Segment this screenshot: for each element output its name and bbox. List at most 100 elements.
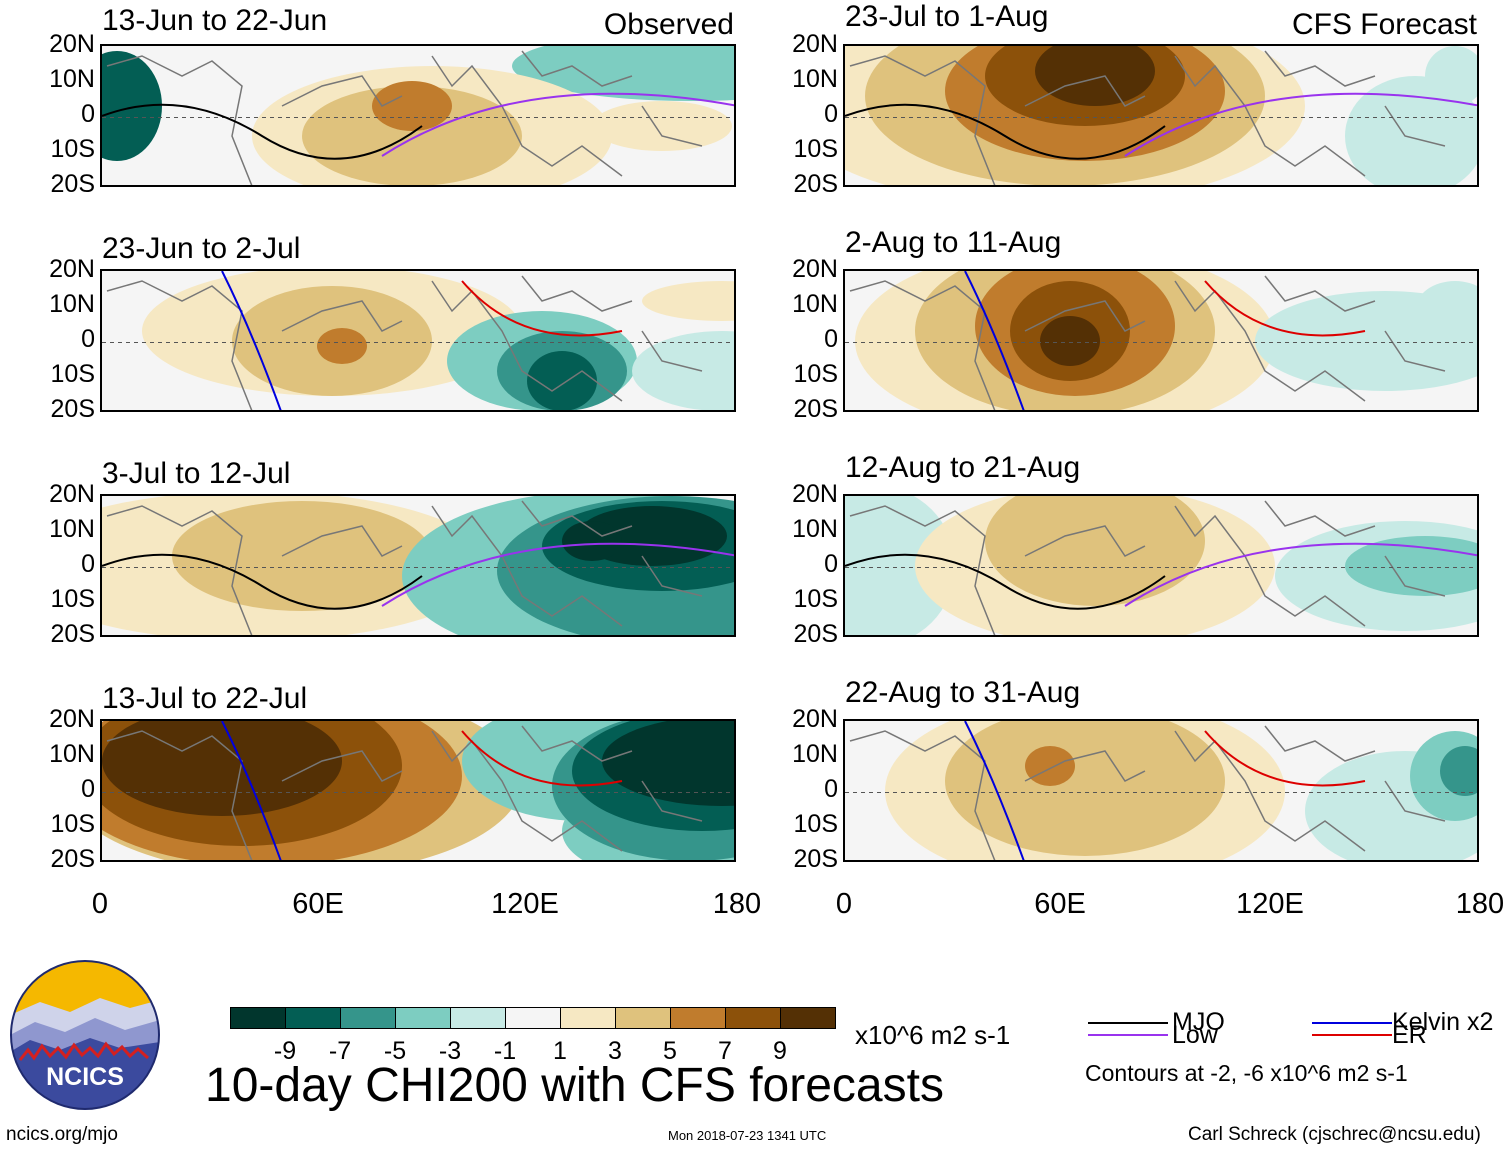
- main-title: 10-day CHI200 with CFS forecasts: [205, 1059, 944, 1112]
- lon-label-left-180: 180: [712, 888, 762, 920]
- lat-label: 10S: [50, 810, 95, 838]
- colorbar-swatch: [230, 1007, 286, 1029]
- colorbar-tick: -5: [383, 1037, 407, 1065]
- colorbar-swatch: [285, 1007, 341, 1029]
- coastline: [849, 50, 1446, 185]
- lat-label: 10S: [50, 585, 95, 613]
- anomaly-region: [372, 81, 452, 131]
- panel-title: 2-Aug to 11-Aug: [845, 226, 1062, 259]
- lat-label: 10N: [792, 740, 838, 768]
- timestamp: Mon 2018-07-23 1341 UTC: [668, 1128, 827, 1143]
- lat-label: 20S: [793, 395, 838, 423]
- map-panel: [100, 269, 736, 412]
- coastline: [849, 725, 1446, 860]
- lat-label: 10N: [49, 515, 95, 543]
- legend-line-er: [1312, 1034, 1392, 1036]
- wave-contour: [221, 271, 282, 410]
- anomaly-region: [1025, 746, 1075, 786]
- lat-label: 20N: [49, 30, 95, 58]
- wave-contour: [964, 271, 1025, 410]
- panel-title: 23-Jul to 1-Aug: [845, 0, 1049, 33]
- colorbar-swatch: [725, 1007, 781, 1029]
- lat-label: 0: [81, 100, 95, 128]
- panel-title: 3-Jul to 12-Jul: [102, 457, 291, 490]
- coastline: [106, 500, 703, 635]
- anomaly-region: [102, 51, 162, 161]
- anomaly-region: [302, 86, 522, 185]
- wave-contour: [461, 280, 623, 337]
- anomaly-region: [172, 501, 432, 611]
- site-link[interactable]: ncics.org/mjo: [6, 1124, 118, 1145]
- lat-label: 20S: [50, 170, 95, 198]
- panel-source-label: CFS Forecast: [1291, 8, 1477, 41]
- anomaly-region: [1040, 316, 1100, 366]
- coastline: [106, 725, 703, 860]
- lat-label: 20N: [49, 255, 95, 283]
- map-panel: [843, 44, 1479, 187]
- anomaly-region: [632, 331, 734, 410]
- lon-label-right-120e: 120E: [1236, 888, 1304, 920]
- wave-contour: [381, 92, 734, 157]
- wave-contour: [845, 103, 1166, 160]
- lon-label-right-60e: 60E: [1034, 888, 1086, 920]
- colorbar-swatch: [450, 1007, 506, 1029]
- coastline: [106, 50, 703, 185]
- anomaly-region: [592, 101, 732, 151]
- lat-label: 20S: [793, 620, 838, 648]
- anomaly-region: [317, 328, 367, 364]
- lon-label-left-60e: 60E: [292, 888, 344, 920]
- lat-label: 10S: [50, 360, 95, 388]
- colorbar-tick: -9: [273, 1037, 297, 1065]
- logo-text: NCICS: [46, 1063, 124, 1091]
- anomaly-region: [642, 281, 734, 321]
- contour-note: Contours at -2, -6 x10^6 m2 s-1: [1085, 1060, 1408, 1086]
- lat-label: 20S: [793, 845, 838, 873]
- anomaly-region: [945, 721, 1225, 856]
- legend-line-kelvin: [1312, 1022, 1392, 1024]
- anomaly-region: [1440, 746, 1477, 796]
- wave-contour: [221, 721, 282, 860]
- wave-contour: [845, 553, 1166, 610]
- legend-label-low: Low: [1172, 1021, 1218, 1049]
- lat-label: 20S: [50, 395, 95, 423]
- lon-label-left-120e: 120E: [491, 888, 559, 920]
- lat-label: 0: [824, 775, 838, 803]
- colorbar-swatch: [505, 1007, 561, 1029]
- wave-contour: [1204, 280, 1366, 337]
- lat-label: 20N: [49, 480, 95, 508]
- lat-label: 10S: [793, 360, 838, 388]
- ncics-logo: NCICS: [10, 960, 160, 1115]
- colorbar-swatch: [670, 1007, 726, 1029]
- lat-label: 10N: [792, 290, 838, 318]
- anomaly-region: [527, 351, 597, 410]
- colorbar-tick: 9: [773, 1037, 787, 1065]
- anomaly-region: [1415, 281, 1477, 341]
- lat-label: 0: [81, 550, 95, 578]
- legend-label-kelvin: Kelvin x2: [1392, 1008, 1494, 1036]
- lat-label: 20N: [792, 705, 838, 733]
- colorbar-tick: 7: [718, 1037, 732, 1065]
- colorbar-tick: -7: [328, 1037, 352, 1065]
- anomaly-region: [845, 496, 955, 635]
- map-panel: [843, 269, 1479, 412]
- lat-label: 20N: [792, 30, 838, 58]
- coastline: [849, 500, 1446, 635]
- anomaly-region: [562, 521, 622, 561]
- lat-label: 0: [81, 325, 95, 353]
- wave-contour: [1124, 542, 1477, 607]
- lon-label-right-180: 180: [1455, 888, 1505, 920]
- anomaly-region: [1035, 46, 1155, 106]
- lat-label: 20N: [792, 255, 838, 283]
- lat-label: 10N: [49, 290, 95, 318]
- panel-title: 23-Jun to 2-Jul: [102, 232, 301, 265]
- map-panel: [100, 494, 736, 637]
- lat-label: 10S: [793, 810, 838, 838]
- lat-label: 20N: [49, 705, 95, 733]
- colorbar-tick: 5: [663, 1037, 677, 1065]
- lat-label: 10S: [793, 585, 838, 613]
- legend-label-er: ER: [1392, 1021, 1427, 1049]
- wave-contour: [461, 730, 623, 787]
- panel-title: 12-Aug to 21-Aug: [845, 451, 1081, 484]
- wave-contour: [1124, 92, 1477, 157]
- wave-contour: [1204, 730, 1366, 787]
